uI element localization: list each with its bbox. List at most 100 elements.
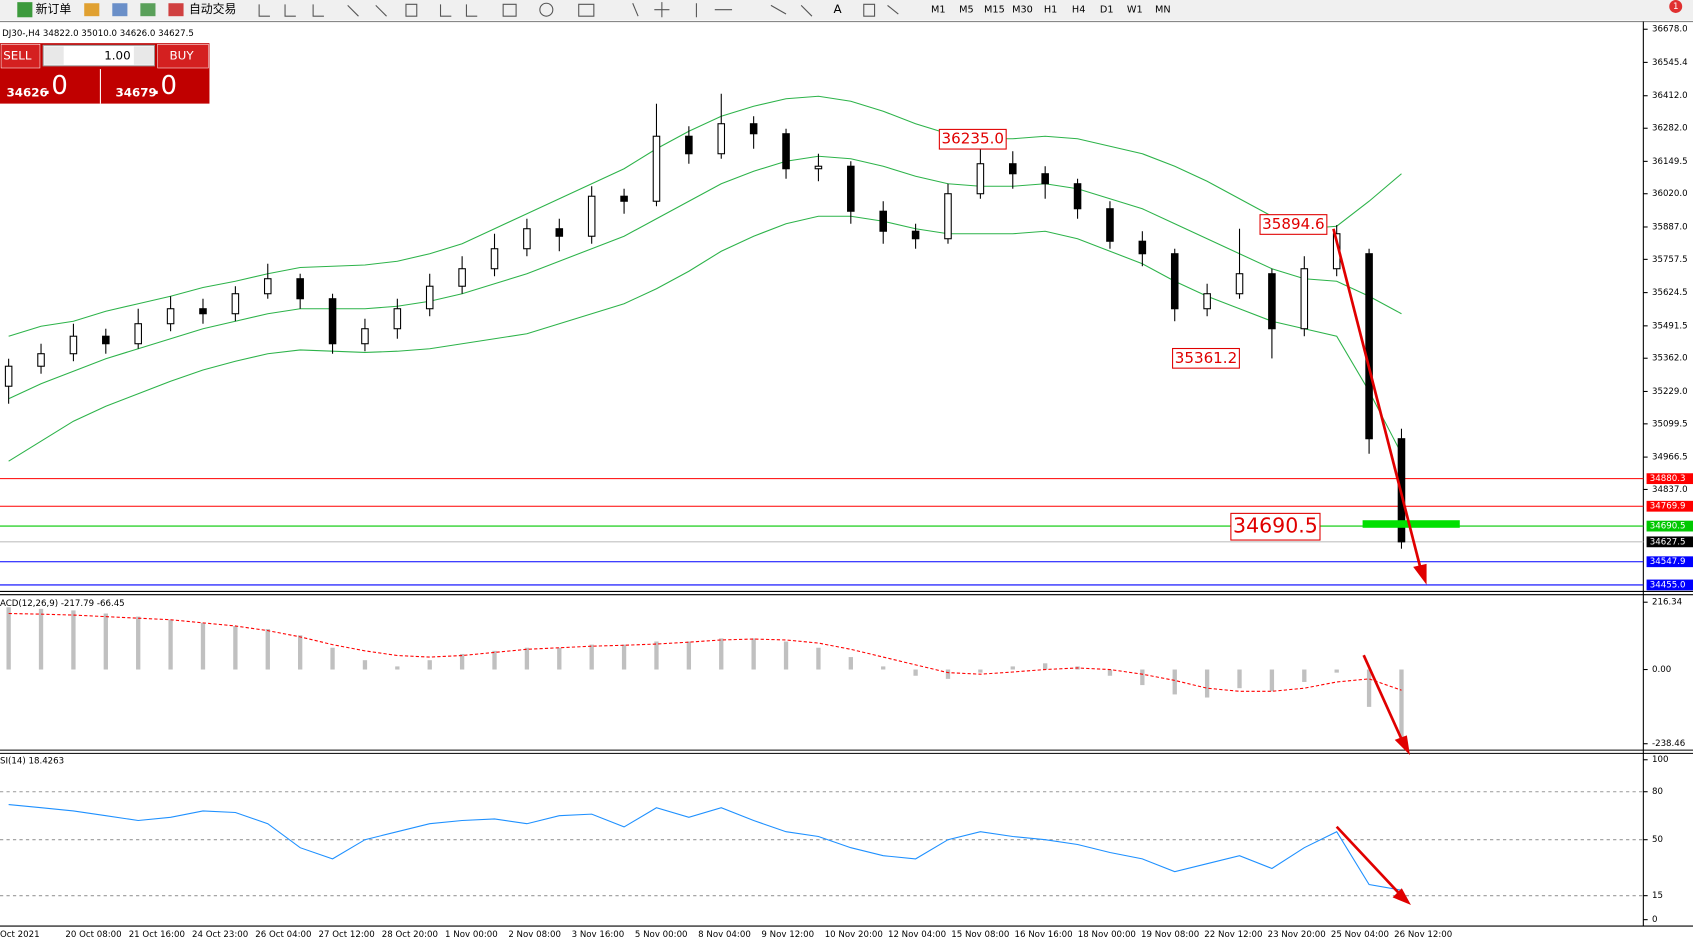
macd-bar (978, 669, 983, 673)
y-tick-label: 216.34 (1652, 598, 1682, 608)
macd-bar (330, 647, 335, 670)
macd-bar (71, 610, 76, 670)
price-label: 34880.3 (1650, 474, 1686, 484)
timeframe-button[interactable]: M30 (1012, 5, 1033, 16)
buy-price-digit: .0 (152, 71, 177, 101)
trade-panel: SELL 1.00 BUY 34626 .0 34679 .0 (0, 43, 210, 104)
lots-down[interactable] (44, 46, 64, 65)
buy-label: BUY (170, 49, 195, 63)
auto-trading-button[interactable]: 自动交易 (189, 2, 236, 16)
tool-icon[interactable] (112, 3, 128, 17)
macd-bar (1366, 669, 1372, 707)
time-label: 22 Nov 12:00 (1204, 930, 1262, 939)
timeframe-button[interactable]: M1 (931, 5, 946, 16)
candle-body (1300, 268, 1309, 330)
new-order-button[interactable]: 新订单 (36, 2, 72, 16)
candle-body (685, 135, 693, 155)
macd-bar (362, 660, 368, 670)
price-label-bg (1646, 500, 1693, 512)
time-label: 2 Nov 08:00 (508, 930, 561, 939)
candle-body (1138, 240, 1147, 255)
candle-body (814, 165, 823, 170)
lots-input[interactable] (42, 44, 155, 67)
buy-button[interactable] (157, 43, 209, 69)
rsi-line (8, 803, 1402, 891)
timeframe-button[interactable]: MN (1155, 5, 1171, 16)
candle-body (4, 365, 13, 387)
annotation-box (1172, 347, 1240, 369)
timeframe-button[interactable]: M5 (959, 5, 974, 16)
price-label-bg (1646, 579, 1693, 591)
auto-trading-icon[interactable] (168, 3, 184, 17)
candle-body (134, 323, 142, 345)
y-tick-label: 34966.5 (1652, 453, 1688, 463)
candle-body (555, 228, 564, 237)
timeframe-button[interactable]: M15 (984, 5, 1005, 16)
candle-body (1041, 173, 1049, 185)
price-label: 34627.5 (1650, 537, 1686, 547)
y-tick-label: 35624.5 (1652, 288, 1688, 298)
arrow-head (1392, 888, 1411, 906)
y-tick-label: 35887.0 (1652, 222, 1688, 232)
macd-bar (557, 647, 562, 670)
y-tick-label: 36545.4 (1652, 58, 1688, 68)
candle-body (879, 210, 887, 232)
candle-body (1203, 293, 1211, 310)
price-annotation: 34690.5 (1233, 514, 1318, 538)
time-label: 8 Nov 04:00 (698, 930, 751, 939)
toolbar: 新订单 自动交易 A 1 (0, 0, 1693, 21)
y-tick-label: 36149.5 (1652, 157, 1688, 167)
macd-bar (1334, 669, 1339, 673)
y-tick-label: 80 (1652, 787, 1663, 797)
new-order-icon[interactable] (17, 2, 33, 18)
time-label: 21 Oct 16:00 (129, 930, 185, 939)
time-label: 1 Nov 00:00 (445, 930, 498, 939)
timeframe-button[interactable]: H4 (1072, 5, 1085, 16)
indicator-title: SI(14) 18.4263 (0, 756, 64, 766)
candle-body (231, 293, 240, 315)
y-tick-label: -238.46 (1652, 739, 1685, 749)
macd-bar (459, 653, 465, 670)
y-tick-label: 0.00 (1652, 665, 1671, 675)
macd-bar (913, 669, 918, 676)
macd-bar (1399, 669, 1404, 738)
time-label: 23 Nov 20:00 (1268, 930, 1326, 939)
macd-bar (1204, 669, 1210, 698)
notification-badge[interactable] (1669, 0, 1683, 13)
arrow-head (1413, 563, 1427, 585)
macd-bar (298, 635, 303, 670)
bollinger-band (8, 215, 1402, 462)
y-tick-label: 35491.5 (1652, 321, 1688, 331)
lots-up[interactable] (133, 46, 154, 65)
candle-body (1008, 163, 1017, 175)
time-label: 3 Nov 16:00 (572, 930, 625, 939)
tool-icon[interactable] (140, 3, 156, 17)
timeframe-button[interactable]: W1 (1127, 5, 1143, 16)
candle-body (69, 335, 78, 355)
candle-body (1235, 273, 1244, 295)
buy-price: 34679 (116, 85, 157, 99)
timeframe-button[interactable]: D1 (1100, 5, 1114, 16)
candle-body (393, 308, 402, 330)
arrow-head (1394, 735, 1410, 756)
tool-icon[interactable] (84, 3, 100, 17)
macd-bar (1043, 663, 1048, 670)
indicator-title: ACD(12,26,9) -217.79 -66.45 (0, 599, 125, 609)
candle-body (944, 193, 952, 240)
macd-bar (783, 641, 789, 670)
sell-button[interactable] (0, 43, 41, 69)
symbol-info: DJ30-,H4 34822.0 35010.0 34626.0 34627.5 (2, 29, 194, 39)
macd-bar (1010, 666, 1015, 670)
macd-bar (589, 644, 594, 670)
time-label: 20 Oct 08:00 (65, 930, 121, 939)
price-label: 34690.5 (1650, 522, 1686, 532)
candle-body (296, 278, 304, 300)
arrow-line (1335, 825, 1402, 896)
macd-bar (492, 650, 497, 670)
price-label-bg (1646, 520, 1693, 532)
candle-body (1268, 273, 1276, 330)
timeframe-button[interactable]: H1 (1044, 5, 1057, 16)
lots-value: 1.00 (104, 49, 130, 63)
